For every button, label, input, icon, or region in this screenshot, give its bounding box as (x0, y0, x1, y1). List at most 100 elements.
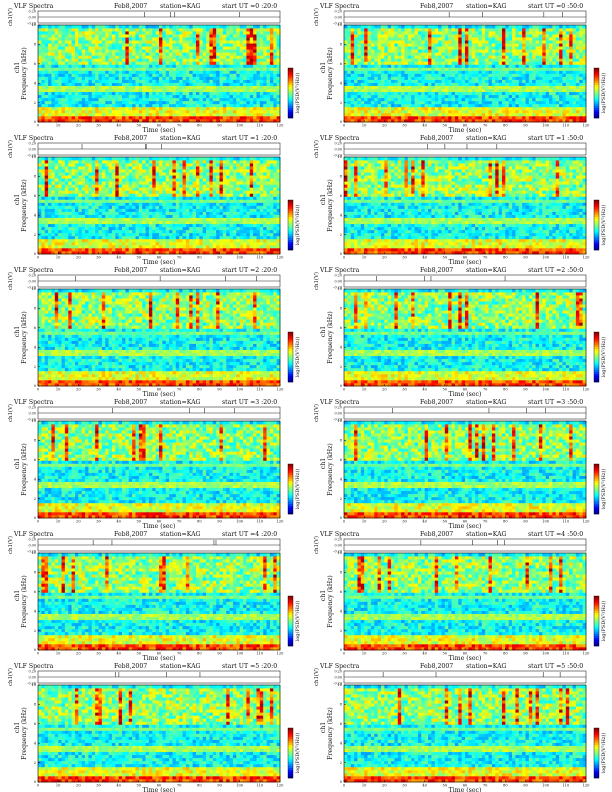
spectrogram-cell (411, 58, 415, 62)
spectrogram-cell (249, 61, 254, 65)
spectrogram-cell (391, 67, 395, 71)
spectrogram-cell (360, 76, 365, 80)
spectrogram-cell (488, 82, 493, 86)
spectrogram-cell (569, 109, 573, 114)
spectrogram-cell (354, 37, 358, 41)
spectrogram-cell (64, 79, 69, 83)
spectrogram-cell (243, 28, 247, 32)
spectrogram-cell (407, 34, 412, 38)
spectrogram-cell (256, 250, 261, 255)
spectrogram-cell (276, 85, 281, 90)
spectrogram-cell (68, 73, 72, 77)
spectrogram-cell (478, 58, 483, 62)
spectrogram-cell (559, 118, 563, 123)
spectrogram-cell (192, 118, 197, 123)
colorbar-segment (594, 90, 599, 94)
spectrogram-cell (232, 244, 237, 249)
spectrogram-cell (54, 46, 59, 50)
spectrogram-cell (165, 91, 170, 96)
spectrogram-cell (465, 88, 469, 93)
spectrogram-cell (169, 85, 173, 90)
spectrogram-cell (38, 73, 42, 77)
spectrogram-cell (414, 103, 419, 108)
spectrogram-cell (232, 91, 237, 96)
spectrogram-cell (438, 91, 442, 96)
spectrogram-cell (508, 85, 513, 90)
spectrogram-cell (579, 28, 583, 32)
spectrogram-cell (249, 49, 254, 53)
spectrogram-cell (135, 244, 140, 249)
spectrogram-cell (108, 85, 113, 90)
spectrogram-cell (491, 49, 496, 53)
spectrogram-cell (229, 67, 234, 71)
spectrogram-cell (105, 46, 109, 50)
spectrogram-cell (538, 40, 543, 44)
spectrogram-cell (95, 43, 99, 47)
colorbar-segment (288, 70, 293, 73)
spectrogram-cell (246, 247, 251, 252)
spectrogram-cell (417, 61, 422, 65)
spectrogram-cell (61, 97, 66, 102)
spectrogram-cell (216, 115, 220, 120)
spectrogram-cell (434, 112, 439, 117)
spectrogram-cell (401, 52, 405, 56)
spectrogram-cell (259, 94, 264, 99)
spectrogram-cell (175, 103, 180, 108)
spectrogram-cell (81, 82, 86, 86)
spectrogram-cell (391, 31, 395, 35)
spectrogram-cell (44, 115, 49, 120)
spectrogram-cell (481, 79, 486, 83)
spectrogram-cell (185, 85, 190, 90)
spectrogram-cell (434, 109, 439, 114)
spectrogram-cell (199, 43, 204, 47)
spectrogram-cell (155, 109, 160, 114)
spectrogram-cell (266, 73, 271, 77)
spectrogram-cell (175, 28, 180, 32)
colorbar-frame (593, 67, 600, 119)
spectrogram-cell (155, 85, 160, 90)
spectrogram-cell (495, 91, 499, 96)
spectrogram-cell (549, 64, 553, 68)
spectrogram-cell (41, 37, 46, 41)
spectrogram-cell (249, 46, 254, 50)
spectrogram-cell (374, 88, 378, 93)
spectrogram-cell (448, 58, 452, 62)
spectrogram-cell (380, 109, 385, 114)
spectrogram-cell (118, 97, 123, 102)
spectrogram-cell (542, 64, 547, 68)
spectrogram-cell (448, 61, 452, 65)
spectrogram-cell (532, 115, 536, 120)
spectrogram-cell (38, 112, 42, 117)
spectrogram-cell (128, 94, 133, 99)
chart-station: station=KAG (466, 3, 507, 10)
spectrogram-cell (74, 34, 79, 38)
spectrogram-cell (532, 55, 536, 59)
spectrogram-cell (562, 94, 567, 99)
spectrogram-cell (219, 67, 224, 71)
spectrogram-cell (451, 82, 456, 86)
spectrogram-cell (559, 76, 563, 80)
spectrogram-cell (347, 34, 352, 38)
spectrogram-cell (350, 88, 355, 93)
spectrogram-cell (71, 52, 76, 56)
spectrogram-cell (407, 46, 412, 50)
spectrogram-cell (61, 109, 66, 114)
spectrogram-cell (522, 97, 526, 102)
spectrogram-cell (404, 67, 409, 71)
spectrogram-cell (461, 70, 466, 74)
spectrogram-cell (380, 25, 385, 29)
spectrogram-cell (387, 82, 392, 86)
spectrogram-cell (555, 79, 560, 83)
spectrogram-cell (569, 25, 573, 29)
spectrogram-cell (384, 31, 389, 35)
spectrogram-cell (41, 250, 46, 255)
spectrogram-cell (91, 58, 96, 62)
spectrogram-cell (465, 100, 469, 105)
spectrogram-cell (145, 70, 150, 74)
spectrogram-cell (85, 52, 89, 56)
spectrogram-cell (48, 52, 52, 56)
spectrogram-cell (108, 109, 113, 114)
spectrogram-cell (565, 67, 570, 71)
spectrogram-cell (417, 52, 422, 56)
spectrogram-cell (522, 106, 526, 111)
